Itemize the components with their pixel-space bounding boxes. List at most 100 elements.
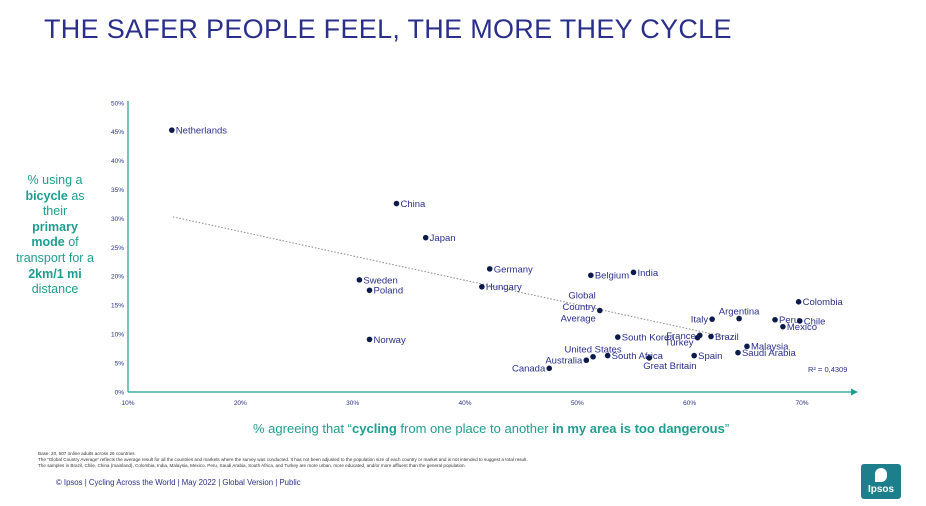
point-label-italy: Italy (691, 315, 709, 326)
point-label-hungary: Hungary (486, 282, 522, 293)
data-point (780, 323, 786, 330)
point-label-turkey: Turkey (665, 338, 694, 349)
x-tick-label: 20% (234, 400, 247, 407)
y-tick-label: 15% (111, 303, 124, 310)
point-label-australia: Australia (545, 356, 583, 367)
x-tick-label: 60% (683, 400, 696, 407)
data-point (366, 287, 373, 294)
data-point (356, 277, 363, 283)
point-label-united-states: United States (565, 345, 622, 356)
data-point (694, 334, 701, 341)
data-point (169, 127, 175, 133)
data-point (630, 269, 637, 276)
point-label-south-africa: South Africa (612, 351, 664, 362)
y-tick-label: 30% (111, 216, 124, 223)
point-label-france: France (666, 331, 696, 342)
data-point (393, 200, 400, 207)
y-tick-label: 45% (111, 129, 124, 136)
data-point (604, 352, 611, 359)
y-axis-label-part: % using a (27, 173, 83, 187)
data-point (583, 357, 590, 364)
y-axis-label-part: distance (31, 282, 79, 297)
footnotes: Base: 20, 507 online adults across 26 co… (38, 451, 738, 469)
r-squared-label: R² = 0,4309 (808, 365, 847, 374)
data-point (709, 316, 715, 322)
scatter-chart: 0% 5% 10% 15% 20% 25% 30% 35% 40% 45% 50% 10% 20% 30%… (111, 100, 858, 407)
point-label-spain: Spain (698, 351, 722, 362)
slide-title: THE SAFER PEOPLE FEEL, THE MORE THEY CYC… (44, 14, 732, 44)
trendline (172, 216, 735, 340)
data-point (422, 234, 429, 241)
data-point (772, 316, 778, 323)
y-axis-label-part: as their (42, 188, 85, 219)
point-label-japan: Japan (430, 233, 456, 244)
data-point (744, 343, 750, 350)
point-label-chile: Chile (804, 316, 826, 327)
point-label-global-country-average: Country (563, 302, 597, 313)
point-label-poland: Poland (374, 286, 404, 297)
y-axis-label-bold: bicycle (25, 188, 68, 203)
data-point (479, 284, 485, 290)
x-axis-label-bold: in my area is too dangerous (552, 421, 725, 436)
point-label-netherlands: Netherlands (176, 126, 227, 137)
data-point (597, 307, 603, 314)
x-tick-label: 30% (346, 400, 359, 407)
point-label-brazil: Brazil (715, 332, 739, 343)
data-point (735, 349, 741, 356)
point-label-malaysia: Malaysia (751, 342, 789, 353)
data-point (691, 352, 697, 359)
y-axis-label-bold: primary (32, 219, 78, 234)
point-label-south-korea: South Korea (622, 332, 676, 343)
data-point (486, 266, 493, 272)
point-label-argentina: Argentina (719, 307, 760, 318)
point-label-saudi-arabia: Saudi Arabia (742, 348, 797, 359)
point-label-sweden: Sweden (363, 275, 397, 286)
x-tick-label: 50% (571, 400, 584, 407)
data-point (708, 333, 714, 340)
y-tick-label: 20% (111, 274, 124, 281)
y-tick-label: 5% (115, 360, 125, 367)
data-point (590, 353, 596, 360)
data-point (646, 355, 653, 361)
y-tick-label: 25% (111, 245, 124, 252)
point-label-india: India (638, 268, 659, 279)
point-label-colombia: Colombia (803, 297, 844, 308)
data-point (366, 336, 373, 343)
x-tick-label: 40% (458, 400, 471, 407)
y-axis-label: % using a bicycle as their primary mode … (12, 173, 98, 298)
footnote-line: The samples in Brazil, Chile, China (mai… (38, 463, 466, 468)
y-tick-label: 40% (111, 158, 124, 165)
footer-text: © Ipsos | Cycling Across the World | May… (56, 478, 301, 487)
point-label-china: China (400, 199, 426, 210)
data-point (546, 365, 553, 372)
point-label-great-britain: Great Britain (643, 361, 696, 372)
x-axis-label: % agreeing that “cycling from one place … (253, 421, 729, 436)
x-axis-label-part: ” (724, 421, 730, 436)
logo-mark-icon (875, 468, 887, 482)
data-point (796, 318, 803, 324)
y-tick-label: 0% (115, 389, 125, 396)
y-tick-label: 35% (111, 187, 124, 194)
point-label-germany: Germany (494, 264, 533, 275)
logo-wordmark: Ipsos (867, 484, 895, 495)
x-tick-label: 10% (121, 400, 134, 407)
point-label-global-country-average: Global (568, 291, 595, 302)
data-point (588, 272, 594, 279)
data-point (795, 299, 802, 305)
x-tick-label: 70% (795, 400, 808, 407)
point-label-canada: Canada (512, 364, 546, 375)
data-point (736, 315, 742, 322)
y-tick-label: 50% (111, 100, 124, 107)
x-axis-label-part: from one place to another (396, 421, 553, 436)
ipsos-logo: Ipsos (861, 464, 901, 499)
data-point (614, 334, 621, 340)
x-axis-arrowhead (851, 388, 858, 396)
y-tick-label: 10% (111, 332, 124, 339)
point-label-global-country-average: Average (561, 314, 596, 325)
footnote-line: The “Global Country Average” reflects th… (38, 457, 528, 462)
y-axis-label-bold: 2km/1 mi (28, 266, 82, 281)
point-label-belgium: Belgium (595, 271, 629, 282)
footnote-line: Base: 20, 507 online adults across 26 co… (38, 451, 135, 456)
point-label-peru: Peru (779, 315, 799, 326)
point-label-mexico: Mexico (787, 322, 817, 333)
